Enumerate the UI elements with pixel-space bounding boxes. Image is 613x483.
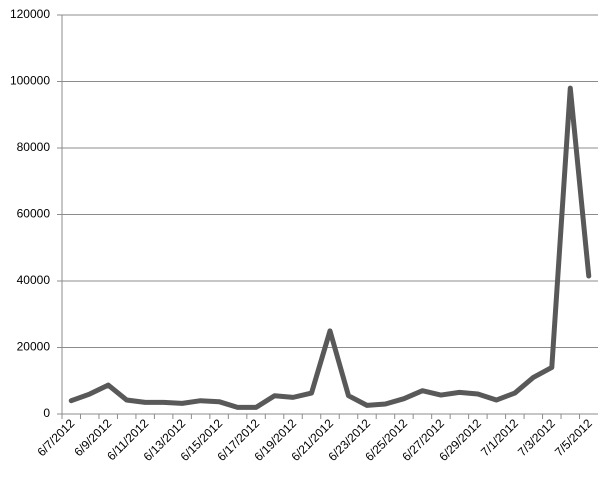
data-line bbox=[68, 85, 592, 410]
y-tick-label: 100000 bbox=[10, 74, 50, 88]
y-tick-label: 60000 bbox=[17, 207, 51, 221]
y-tick-label: 80000 bbox=[17, 140, 51, 154]
x-tick-label: 7/3/2012 bbox=[515, 416, 558, 459]
x-tick-label: 7/1/2012 bbox=[478, 416, 521, 459]
y-tick-label: 120000 bbox=[10, 7, 50, 21]
y-tick-label: 0 bbox=[43, 406, 50, 420]
y-tick-label: 20000 bbox=[17, 340, 51, 354]
y-tick-label: 40000 bbox=[17, 273, 51, 287]
x-tick-label: 7/5/2012 bbox=[552, 416, 595, 459]
x-tick-label: 6/7/2012 bbox=[34, 416, 77, 459]
